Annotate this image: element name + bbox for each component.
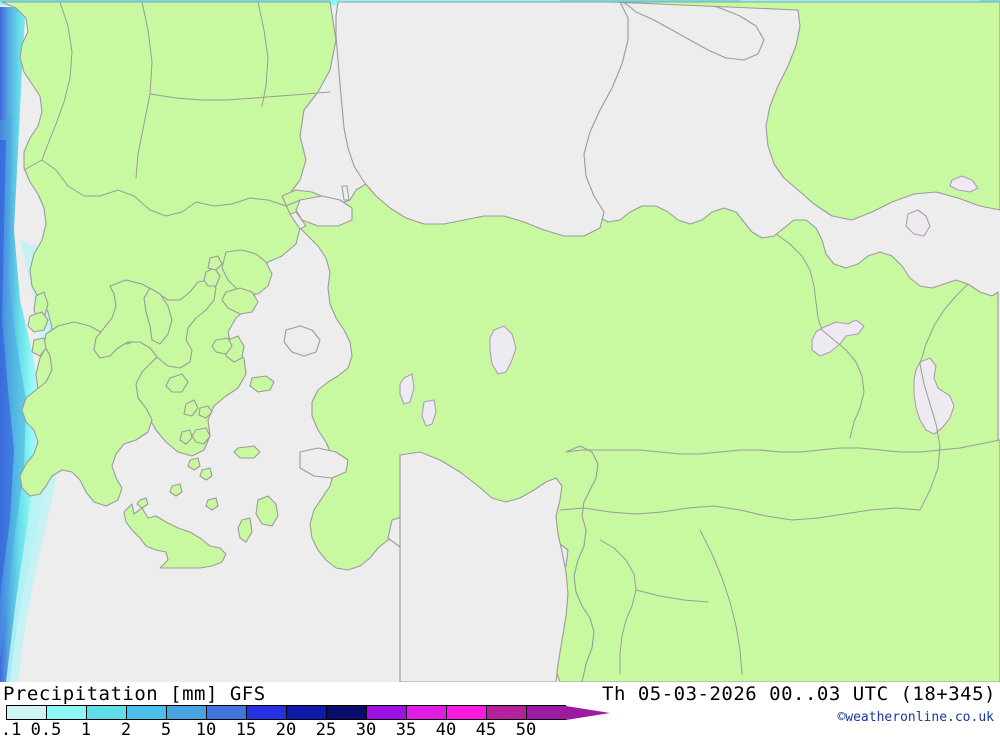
precip-band-west-peak xyxy=(0,140,14,600)
border-georgia-armenia xyxy=(775,233,823,331)
island-small-dot-a xyxy=(136,497,149,509)
border-romania-bulgaria xyxy=(149,91,331,101)
scale-swatch-45 xyxy=(486,705,526,720)
lake-sevan xyxy=(949,175,979,193)
scale-tick-0-1: 0.1 xyxy=(0,720,22,740)
scale-swatch-5 xyxy=(166,705,206,720)
border-syria-lebanon-israel xyxy=(599,539,637,675)
land-levant-coast xyxy=(565,439,1000,682)
island-andros xyxy=(183,399,199,417)
border-turkey-iraq-iran xyxy=(919,363,941,511)
sea-marmara xyxy=(295,195,353,227)
scale-swatch-20 xyxy=(286,705,326,720)
scale-swatch-50 xyxy=(526,705,566,720)
island-crete xyxy=(123,503,227,569)
lake-beysehir xyxy=(399,373,415,405)
island-zakynthos xyxy=(31,337,47,357)
sea-levant xyxy=(399,451,569,682)
border-iran-north xyxy=(919,283,969,365)
island-karpathos xyxy=(237,517,253,543)
lake-egirdir xyxy=(421,399,437,427)
scale-tick-25: 25 xyxy=(315,720,337,740)
scale-swatch-0-5 xyxy=(46,705,86,720)
island-paros xyxy=(179,429,193,445)
scale-tick-20: 20 xyxy=(275,720,297,740)
sea-izmir-gulf xyxy=(283,325,321,357)
scale-overflow-arrow-icon xyxy=(566,705,610,720)
island-ios xyxy=(187,457,201,471)
island-mykonos xyxy=(198,405,213,419)
scale-tick-1: 1 xyxy=(80,720,92,740)
border-bulgaria-greece xyxy=(195,197,301,207)
border-bosnia-croatia xyxy=(41,1,73,161)
map-canvas xyxy=(0,0,1000,682)
scale-swatch-25 xyxy=(326,705,366,720)
scale-tick-2: 2 xyxy=(120,720,132,740)
scale-swatch-40 xyxy=(446,705,486,720)
border-turkey-syria xyxy=(559,505,921,521)
island-skyros xyxy=(165,373,189,393)
sea-azov xyxy=(623,1,765,61)
lake-small-ne xyxy=(905,209,931,237)
scale-tick-10: 10 xyxy=(195,720,217,740)
scale-tick-30: 30 xyxy=(355,720,377,740)
scale-swatch-35 xyxy=(406,705,446,720)
island-limnos xyxy=(211,337,233,355)
sea-gokova-gulf xyxy=(299,447,349,479)
legend-title: Precipitation [mm] GFS xyxy=(3,683,266,705)
precipitation-map[interactable] xyxy=(0,0,1000,682)
scale-tick-50: 50 xyxy=(515,720,537,740)
legend-footer: Precipitation [mm] GFS 0.10.512510152025… xyxy=(0,682,1000,740)
sea-black-sea xyxy=(335,1,629,237)
land-euboea xyxy=(143,287,173,345)
border-syria-iraq xyxy=(699,529,743,675)
strait-bosphorus xyxy=(341,185,350,201)
scale-tick-45: 45 xyxy=(475,720,497,740)
island-thasos xyxy=(207,255,223,271)
political-borders xyxy=(23,1,969,675)
island-santorini xyxy=(199,467,213,481)
lake-van xyxy=(811,319,865,357)
scale-tick-0-5: 0.5 xyxy=(30,720,62,740)
scale-tick-5: 5 xyxy=(160,720,172,740)
border-romania-north xyxy=(257,1,269,107)
geography-layer xyxy=(1,1,1000,682)
border-armenia-azerbaijan xyxy=(821,329,865,439)
lake-urmia xyxy=(913,357,955,435)
forecast-run-timestamp: Th 05-03-2026 00..03 UTC (18+345) xyxy=(602,683,996,705)
color-scale-bar xyxy=(6,705,610,720)
border-syria-jordan xyxy=(635,589,709,603)
scale-swatch-15 xyxy=(246,705,286,720)
island-small-dot-b xyxy=(169,483,183,497)
scale-swatch-30 xyxy=(366,705,406,720)
scale-tick-15: 15 xyxy=(235,720,257,740)
island-rhodes xyxy=(255,495,279,527)
island-small-dot-c xyxy=(205,497,219,511)
land-caucasus-nw xyxy=(611,1,1000,221)
lake-tuz xyxy=(489,325,517,375)
scale-swatch-2 xyxy=(126,705,166,720)
scale-tick-35: 35 xyxy=(395,720,417,740)
island-kefalonia xyxy=(27,311,49,333)
scale-swatch-10 xyxy=(206,705,246,720)
island-samos xyxy=(249,375,275,393)
scale-swatch-0-1 xyxy=(6,705,46,720)
land-thrace xyxy=(221,249,273,295)
scale-tick-40: 40 xyxy=(435,720,457,740)
island-kos xyxy=(233,445,261,459)
scale-swatch-1 xyxy=(86,705,126,720)
island-lesbos xyxy=(221,287,259,315)
strait-dardanelles xyxy=(289,211,307,230)
copyright-notice: ©weatheronline.co.uk xyxy=(837,710,994,725)
border-greece-albania-macedonia xyxy=(23,159,197,217)
